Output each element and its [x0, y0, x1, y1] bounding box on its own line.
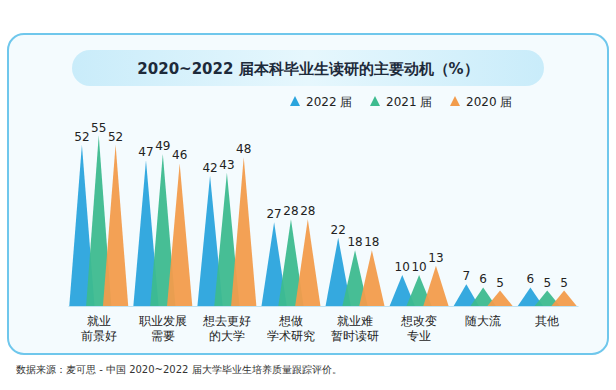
source-note: 数据来源：麦可思 - 中国 2020~2022 届大学毕业生培养质量跟踪评价。 — [16, 364, 342, 375]
data-label: 27 — [266, 207, 281, 221]
data-label: 22 — [331, 223, 346, 237]
axis-line — [69, 306, 579, 307]
data-label: 5 — [543, 276, 551, 290]
data-label: 7 — [463, 269, 471, 283]
tick: 就业前景好 — [81, 306, 117, 343]
data-label: 49 — [155, 139, 170, 153]
legend: 2022 届 2021 届 2020 届 — [290, 95, 512, 109]
tick-label: 想做学术研究 — [267, 314, 315, 344]
tick-label: 其他 — [535, 314, 559, 328]
tick: 职业发展需要 — [139, 306, 187, 343]
data-label: 42 — [202, 161, 217, 175]
spike — [231, 157, 256, 306]
tick-label: 想去更好的大学 — [202, 314, 251, 344]
legend-marker — [450, 96, 460, 106]
spike — [551, 291, 576, 307]
x-axis: 就业前景好职业发展需要想去更好的大学想做学术研究就业难暂时读研想改变专业 随大流 其… — [69, 306, 579, 343]
legend-label: 2021 届 — [386, 95, 432, 109]
chart: 2020~2022 届本科毕业生读研的主要动机（%）2022 届2021 届20… — [0, 0, 616, 390]
spike — [103, 145, 128, 306]
tick: 想做学术研究 — [267, 306, 315, 343]
tick: 想改变专业 — [400, 306, 437, 343]
data-label: 18 — [347, 235, 362, 249]
data-label: 46 — [172, 148, 187, 162]
spike — [359, 250, 384, 306]
tick-label: 职业发展需要 — [139, 314, 187, 344]
legend-label: 2022 届 — [306, 95, 352, 109]
legend-label: 2020 届 — [466, 95, 512, 109]
spike — [423, 266, 448, 306]
frame — [8, 34, 608, 354]
spike — [487, 291, 512, 307]
legend-marker — [290, 96, 300, 106]
spike — [295, 219, 320, 306]
tick-label: 随大流 — [465, 314, 501, 328]
data-labels: 5247422722107655494328181065524648281813… — [74, 121, 568, 290]
spike — [167, 163, 192, 306]
data-label: 28 — [300, 204, 315, 218]
data-label: 47 — [138, 145, 153, 159]
tick: 其他 — [535, 306, 559, 328]
tick: 随大流 — [465, 306, 501, 328]
legend-marker — [370, 96, 380, 106]
data-label: 52 — [108, 130, 123, 144]
tick: 想去更好的大学 — [202, 306, 251, 343]
data-label: 55 — [91, 121, 106, 135]
data-label: 10 — [395, 260, 410, 274]
tick: 就业难暂时读研 — [331, 306, 379, 343]
data-label: 43 — [219, 158, 234, 172]
data-label: 6 — [527, 272, 535, 286]
tick-label: 就业难暂时读研 — [331, 314, 379, 344]
title: 2020~2022 届本科毕业生读研的主要动机（%） — [137, 60, 478, 78]
data-label: 6 — [479, 272, 487, 286]
data-label: 48 — [236, 142, 251, 156]
data-label: 28 — [283, 204, 298, 218]
marks — [69, 136, 576, 307]
data-label: 13 — [428, 251, 443, 265]
data-label: 18 — [364, 235, 379, 249]
data-label: 10 — [411, 260, 426, 274]
title-background — [72, 50, 544, 86]
tick-label: 就业前景好 — [81, 314, 117, 344]
data-label: 5 — [496, 276, 504, 290]
data-label: 5 — [560, 276, 568, 290]
data-label: 52 — [74, 130, 89, 144]
tick-label: 想改变专业 — [400, 314, 437, 344]
